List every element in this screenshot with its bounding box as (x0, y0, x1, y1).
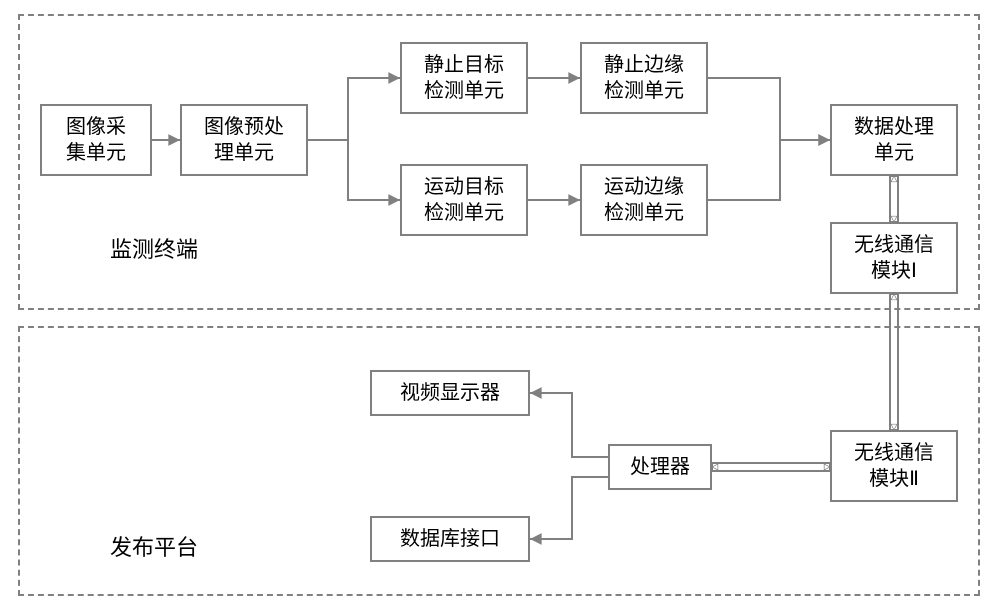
node-n3: 静止目标检测单元 (400, 42, 528, 114)
node-n1: 图像采集单元 (40, 104, 152, 176)
node-n9: 无线通信模块Ⅱ (830, 430, 958, 502)
node-n5: 静止边缘检测单元 (580, 42, 708, 114)
node-n11: 视频显示器 (370, 370, 530, 416)
node-n2: 图像预处理单元 (180, 104, 308, 176)
group-label-g_bottom: 发布平台 (110, 530, 198, 562)
node-n7: 数据处理单元 (830, 104, 958, 176)
diagram-canvas: 监测终端发布平台 图像采集单元图像预处理单元 静止目标检测单元运动目标检测单元静止边… (0, 0, 1000, 613)
group-label-g_top: 监测终端 (110, 232, 198, 264)
node-n8: 无线通信模块Ⅰ (830, 222, 958, 294)
node-n4: 运动目标检测单元 (400, 164, 528, 236)
node-n10: 处理器 (608, 444, 712, 490)
node-n12: 数据库接口 (370, 516, 530, 562)
node-n6: 运动边缘检测单元 (580, 164, 708, 236)
